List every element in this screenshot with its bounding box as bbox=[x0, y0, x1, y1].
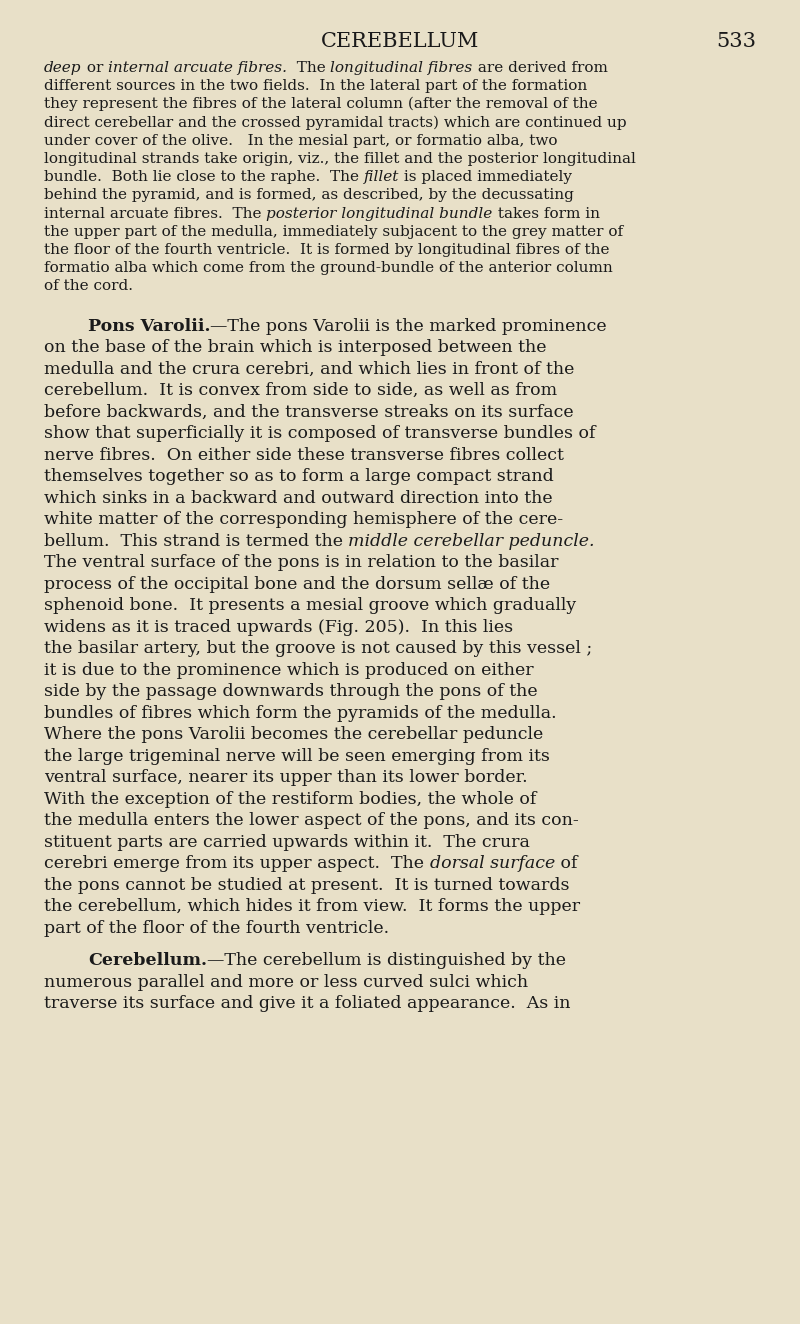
Text: themselves together so as to form a large compact strand: themselves together so as to form a larg… bbox=[44, 469, 554, 485]
Text: —The cerebellum is distinguished by the: —The cerebellum is distinguished by the bbox=[207, 952, 566, 969]
Text: deep: deep bbox=[44, 61, 82, 75]
Text: cerebri emerge from its upper aspect.  The: cerebri emerge from its upper aspect. Th… bbox=[44, 855, 430, 873]
Text: the medulla enters the lower aspect of the pons, and its con-: the medulla enters the lower aspect of t… bbox=[44, 812, 578, 829]
Text: show that superficially it is composed of transverse bundles of: show that superficially it is composed o… bbox=[44, 425, 595, 442]
Text: side by the passage downwards through the pons of the: side by the passage downwards through th… bbox=[44, 683, 538, 700]
Text: takes form in: takes form in bbox=[493, 207, 600, 221]
Text: the basilar artery, but the groove is not caused by this vessel ;: the basilar artery, but the groove is no… bbox=[44, 639, 592, 657]
Text: Pons Varolii.: Pons Varolii. bbox=[88, 318, 210, 335]
Text: CEREBELLUM: CEREBELLUM bbox=[321, 32, 479, 52]
Text: is placed immediately: is placed immediately bbox=[399, 171, 572, 184]
Text: dorsal surface: dorsal surface bbox=[430, 855, 554, 873]
Text: The ventral surface of the pons is in relation to the basilar: The ventral surface of the pons is in re… bbox=[44, 555, 558, 571]
Text: the pons cannot be studied at present.  It is turned towards: the pons cannot be studied at present. I… bbox=[44, 876, 570, 894]
Text: are derived from: are derived from bbox=[473, 61, 607, 75]
Text: medulla and the crura cerebri, and which lies in front of the: medulla and the crura cerebri, and which… bbox=[44, 360, 574, 377]
Text: 533: 533 bbox=[716, 32, 756, 52]
Text: bellum.  This strand is termed the: bellum. This strand is termed the bbox=[44, 532, 349, 549]
Text: different sources in the two fields.  In the lateral part of the formation: different sources in the two fields. In … bbox=[44, 79, 587, 93]
Text: —The pons Varolii is the marked prominence: —The pons Varolii is the marked prominen… bbox=[210, 318, 607, 335]
Text: part of the floor of the fourth ventricle.: part of the floor of the fourth ventricl… bbox=[44, 920, 389, 936]
Text: under cover of the olive.   In the mesial part, or formatio alba, two: under cover of the olive. In the mesial … bbox=[44, 134, 558, 148]
Text: middle cerebellar peduncle.: middle cerebellar peduncle. bbox=[349, 532, 595, 549]
Text: or: or bbox=[82, 61, 108, 75]
Text: on the base of the brain which is interposed between the: on the base of the brain which is interp… bbox=[44, 339, 546, 356]
Text: formatio alba which come from the ground-bundle of the anterior column: formatio alba which come from the ground… bbox=[44, 261, 613, 275]
Text: white matter of the corresponding hemisphere of the cere-: white matter of the corresponding hemisp… bbox=[44, 511, 563, 528]
Text: they represent the fibres of the lateral column (after the removal of the: they represent the fibres of the lateral… bbox=[44, 97, 598, 111]
Text: it is due to the prominence which is produced on either: it is due to the prominence which is pro… bbox=[44, 662, 534, 679]
Text: the large trigeminal nerve will be seen emerging from its: the large trigeminal nerve will be seen … bbox=[44, 748, 550, 764]
Text: of the cord.: of the cord. bbox=[44, 279, 133, 294]
Text: Where the pons Varolii becomes the cerebellar peduncle: Where the pons Varolii becomes the cereb… bbox=[44, 726, 543, 743]
Text: widens as it is traced upwards (Fig. 205).  In this lies: widens as it is traced upwards (Fig. 205… bbox=[44, 618, 513, 636]
Text: behind the pyramid, and is formed, as described, by the decussating: behind the pyramid, and is formed, as de… bbox=[44, 188, 574, 203]
Text: posterior longitudinal bundle: posterior longitudinal bundle bbox=[266, 207, 493, 221]
Text: direct cerebellar and the crossed pyramidal tracts) which are continued up: direct cerebellar and the crossed pyrami… bbox=[44, 115, 626, 130]
Text: the floor of the fourth ventricle.  It is formed by longitudinal fibres of the: the floor of the fourth ventricle. It is… bbox=[44, 244, 610, 257]
Text: traverse its surface and give it a foliated appearance.  As in: traverse its surface and give it a folia… bbox=[44, 996, 570, 1012]
Text: of: of bbox=[554, 855, 578, 873]
Text: before backwards, and the transverse streaks on its surface: before backwards, and the transverse str… bbox=[44, 404, 574, 421]
Text: process of the occipital bone and the dorsum sellæ of the: process of the occipital bone and the do… bbox=[44, 576, 550, 593]
Text: stituent parts are carried upwards within it.  The crura: stituent parts are carried upwards withi… bbox=[44, 834, 530, 850]
Text: With the exception of the restiform bodies, the whole of: With the exception of the restiform bodi… bbox=[44, 790, 536, 808]
Text: which sinks in a backward and outward direction into the: which sinks in a backward and outward di… bbox=[44, 490, 553, 507]
Text: longitudinal fibres: longitudinal fibres bbox=[330, 61, 473, 75]
Text: bundle.  Both lie close to the raphe.  The: bundle. Both lie close to the raphe. The bbox=[44, 171, 364, 184]
Text: longitudinal strands take origin, viz., the fillet and the posterior longitudina: longitudinal strands take origin, viz., … bbox=[44, 152, 636, 166]
Text: sphenoid bone.  It presents a mesial groove which gradually: sphenoid bone. It presents a mesial groo… bbox=[44, 597, 576, 614]
Text: numerous parallel and more or less curved sulci which: numerous parallel and more or less curve… bbox=[44, 973, 528, 990]
Text: Cerebellum.: Cerebellum. bbox=[88, 952, 207, 969]
Text: internal arcuate fibres.  The: internal arcuate fibres. The bbox=[44, 207, 266, 221]
Text: nerve fibres.  On either side these transverse fibres collect: nerve fibres. On either side these trans… bbox=[44, 446, 564, 463]
Text: the upper part of the medulla, immediately subjacent to the grey matter of: the upper part of the medulla, immediate… bbox=[44, 225, 623, 238]
Text: bundles of fibres which form the pyramids of the medulla.: bundles of fibres which form the pyramid… bbox=[44, 704, 557, 722]
Text: internal arcuate fibres.: internal arcuate fibres. bbox=[108, 61, 286, 75]
Text: cerebellum.  It is convex from side to side, as well as from: cerebellum. It is convex from side to si… bbox=[44, 383, 557, 399]
Text: the cerebellum, which hides it from view.  It forms the upper: the cerebellum, which hides it from view… bbox=[44, 898, 580, 915]
Text: ventral surface, nearer its upper than its lower border.: ventral surface, nearer its upper than i… bbox=[44, 769, 528, 786]
Text: fillet: fillet bbox=[364, 171, 399, 184]
Text: The: The bbox=[286, 61, 330, 75]
